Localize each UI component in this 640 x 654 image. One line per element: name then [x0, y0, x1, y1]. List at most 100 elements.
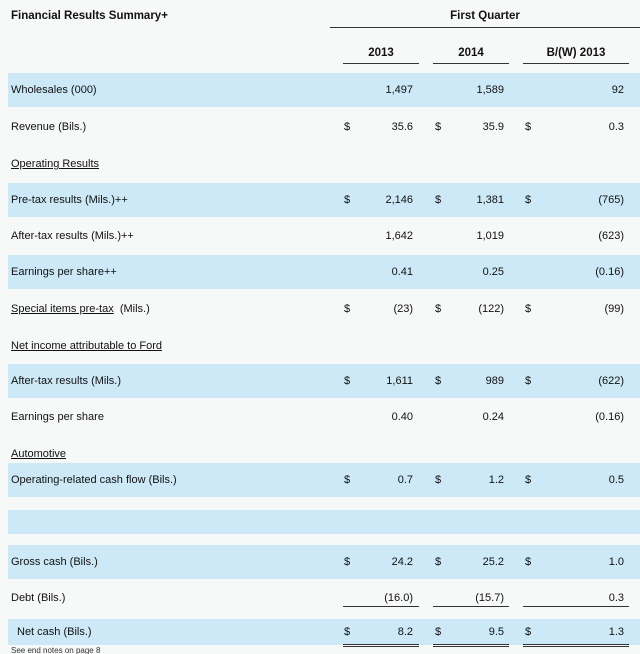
column-header-underline [433, 63, 509, 64]
currency-symbol: $ [435, 121, 442, 133]
currency-symbol: $ [525, 194, 532, 206]
row-label: Special items pre-tax (Mils.) [11, 303, 150, 315]
row-label: Operating-related cash flow (Bils.) [11, 474, 177, 486]
value-bw: (0.16) [595, 266, 624, 278]
currency-symbol: $ [344, 194, 351, 206]
table-row-aftertax: After-tax results (Mils.)++ 1,642 1,019 … [8, 219, 640, 253]
currency-symbol: $ [525, 303, 532, 315]
table-row-ni-aftertax: After-tax results (Mils.) $ 1,611 $ 989 … [8, 364, 640, 398]
value-2014: 0.24 [482, 411, 504, 423]
currency-symbol: $ [344, 121, 351, 133]
value-2013: 1,611 [386, 375, 413, 387]
currency-symbol: $ [435, 556, 442, 568]
section-heading: Net income attributable to Ford [11, 340, 163, 352]
column-header-bw-2013: B/(W) 2013 [546, 47, 606, 59]
value-2013: 1,642 [385, 230, 413, 242]
currency-symbol: $ [344, 375, 351, 387]
value-bw: 92 [611, 84, 624, 96]
value-2014: (122) [478, 303, 504, 315]
value-2014: 0.25 [482, 266, 504, 278]
section-heading: Automotive [11, 448, 67, 460]
table-row-gross-cash: Gross cash (Bils.) $ 24.2 $ 25.2 $ 1.0 [8, 545, 640, 579]
special-items-link: Special items pre-tax [11, 303, 114, 315]
row-label: Revenue (Bils.) [11, 121, 87, 133]
currency-symbol: $ [435, 303, 442, 315]
column-header-underline [343, 63, 419, 64]
value-2014: 1,019 [476, 230, 504, 242]
section-heading: Operating Results [11, 158, 100, 170]
value-2013: 1,497 [385, 84, 413, 96]
section-automotive: Automotive [8, 442, 640, 462]
currency-symbol: $ [525, 375, 532, 387]
period-heading: First Quarter [450, 10, 520, 22]
value-bw: (765) [598, 194, 624, 206]
currency-symbol: $ [435, 474, 442, 486]
currency-symbol: $ [525, 474, 532, 486]
value-2013: (16.0) [384, 592, 413, 604]
value-2013: 0.41 [391, 266, 413, 278]
value-2014: 1,589 [476, 84, 504, 96]
currency-symbol: $ [344, 303, 351, 315]
row-label: Debt (Bils.) [11, 592, 66, 604]
row-label-suffix: (Mils.) [119, 303, 150, 315]
section-operating-results: Operating Results [8, 152, 640, 172]
row-label: Earnings per share++ [11, 266, 117, 278]
value-2014: 1.2 [488, 474, 504, 486]
table-row-special-items: Special items pre-tax (Mils.) $ (23) $ (… [8, 292, 640, 326]
value-2013: 35.6 [391, 121, 413, 133]
column-header-2014: 2014 [458, 47, 484, 59]
value-bw: 0.3 [608, 592, 624, 604]
value-bw: 1.3 [608, 626, 624, 638]
value-2014: 9.5 [488, 626, 504, 638]
value-bw: 0.3 [608, 121, 624, 133]
column-header-2013: 2013 [368, 47, 394, 59]
table-row-ni-eps: Earnings per share 0.40 0.24 (0.16) [8, 400, 640, 434]
value-2013: (23) [393, 303, 413, 315]
currency-symbol: $ [525, 556, 532, 568]
row-label: Net cash (Bils.) [17, 626, 92, 638]
value-2014: (15.7) [475, 592, 504, 604]
value-bw: 0.5 [608, 474, 624, 486]
row-label: Earnings per share [11, 411, 104, 423]
value-2013: 24.2 [391, 556, 413, 568]
column-header-underline [523, 63, 629, 64]
currency-symbol: $ [525, 121, 532, 133]
table-row-eps: Earnings per share++ 0.41 0.25 (0.16) [8, 255, 640, 289]
table-row-pretax: Pre-tax results (Mils.)++ $ 2,146 $ 1,38… [8, 183, 640, 217]
subtotal-underline [343, 606, 419, 607]
value-2013: 8.2 [397, 626, 413, 638]
value-bw: (99) [604, 303, 624, 315]
currency-symbol: $ [525, 626, 532, 638]
value-2014: 989 [485, 375, 504, 387]
currency-symbol: $ [344, 556, 351, 568]
value-bw: (0.16) [595, 411, 624, 423]
footnote: See end notes on page 8 [11, 646, 101, 654]
value-2013: 0.7 [397, 474, 413, 486]
value-bw: (622) [598, 375, 624, 387]
value-bw: (623) [598, 230, 624, 242]
row-label: Pre-tax results (Mils.)++ [11, 194, 128, 206]
section-net-income: Net income attributable to Ford [8, 334, 640, 354]
value-2013: 2,146 [385, 194, 413, 206]
table-row-revenue: Revenue (Bils.) $ 35.6 $ 35.9 $ 0.3 [8, 110, 640, 144]
table-row-net-cash: Net cash (Bils.) $ 8.2 $ 9.5 $ 1.3 [8, 619, 640, 645]
subtotal-underline [523, 606, 629, 607]
table-row-operating-cash-flow: Operating-related cash flow (Bils.) $ 0.… [8, 463, 640, 497]
currency-symbol: $ [344, 474, 351, 486]
currency-symbol: $ [435, 375, 442, 387]
value-2013: 0.40 [391, 411, 413, 423]
row-label: After-tax results (Mils.)++ [11, 230, 134, 242]
value-bw: 1.0 [608, 556, 624, 568]
table-row-debt: Debt (Bils.) (16.0) (15.7) 0.3 [8, 581, 640, 615]
currency-symbol: $ [344, 626, 351, 638]
row-label: Gross cash (Bils.) [11, 556, 98, 568]
total-double-underline [343, 644, 419, 647]
row-label: Wholesales (000) [11, 84, 97, 96]
subtotal-underline [433, 606, 509, 607]
currency-symbol: $ [435, 626, 442, 638]
value-2014: 35.9 [482, 121, 504, 133]
table-title: Financial Results Summary+ [11, 10, 168, 22]
period-underline [330, 27, 640, 28]
value-2014: 25.2 [482, 556, 504, 568]
table-row-wholesales: Wholesales (000) 1,497 1,589 92 [8, 73, 640, 107]
